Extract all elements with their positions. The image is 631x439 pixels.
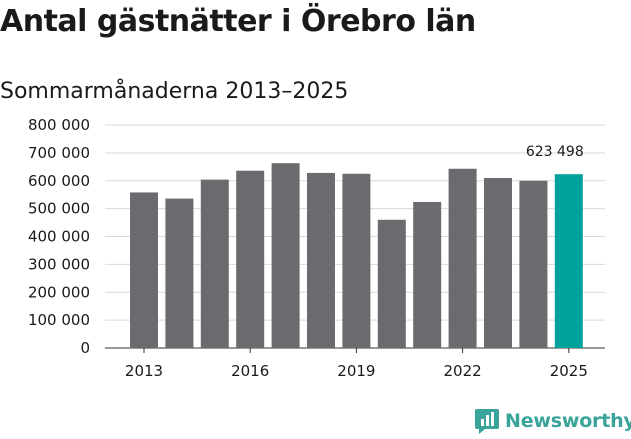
bar-2015 [200, 179, 229, 348]
x-tick-label: 2025 [550, 362, 588, 380]
chart-subtitle: Sommarmånaderna 2013–2025 [0, 79, 349, 104]
x-tick-label: 2022 [444, 362, 482, 380]
y-tick-label: 400 000 [28, 228, 90, 246]
y-tick-label: 100 000 [28, 311, 90, 329]
bar-2019 [342, 173, 371, 348]
x-tick-label: 2016 [231, 362, 269, 380]
newsworthy-logo: Newsworthy [475, 407, 631, 435]
brand-name: Newsworthy [505, 410, 631, 432]
y-tick-label: 300 000 [28, 255, 90, 273]
bar-data-label: 623 498 [526, 144, 584, 160]
y-tick-label: 500 000 [28, 200, 90, 218]
bar-2013 [130, 192, 158, 348]
newsworthy-icon [475, 409, 499, 434]
y-tick-label: 700 000 [28, 144, 90, 162]
bar-2018 [307, 172, 335, 348]
y-tick-label: 600 000 [28, 172, 90, 190]
chart-title: Antal gästnätter i Örebro län [0, 4, 476, 39]
x-tick-label: 2013 [125, 362, 163, 380]
bar-2024 [519, 180, 548, 348]
bar-2020 [377, 219, 406, 348]
bar-2023 [484, 177, 512, 348]
bar-2022 [448, 168, 477, 348]
y-tick-label: 200 000 [28, 283, 90, 301]
bar-chart: 0 100 000 200 000 300 000 400 000 500 000 600 … [28, 116, 605, 380]
bar-2014 [165, 198, 194, 348]
bar-2017 [271, 163, 300, 348]
y-tick-label: 800 000 [28, 116, 90, 134]
bar-2021 [413, 201, 442, 348]
bar-2016 [236, 170, 265, 348]
y-tick-label: 0 [80, 339, 90, 357]
bar-2025 [554, 174, 583, 348]
x-tick-label: 2019 [337, 362, 375, 380]
